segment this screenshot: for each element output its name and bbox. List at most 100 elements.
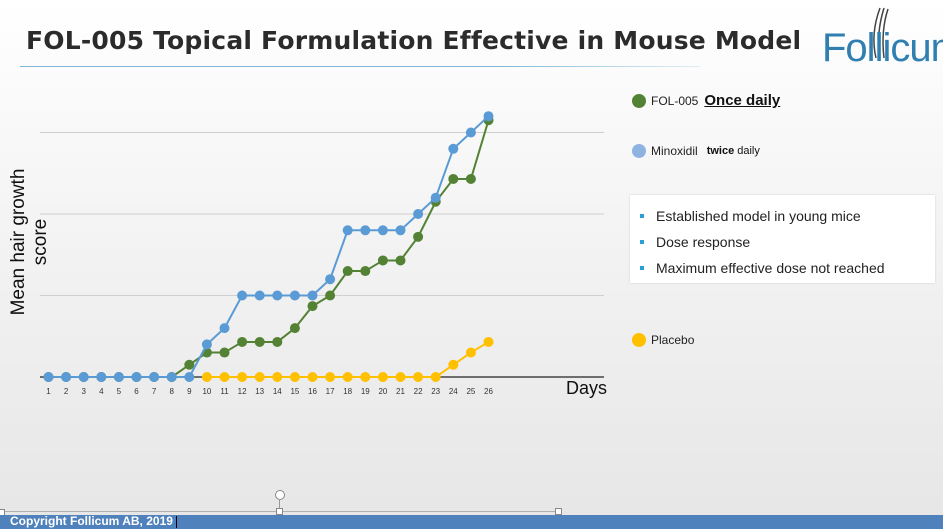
- footer-copyright[interactable]: Copyright Follicum AB, 2019: [10, 514, 173, 528]
- data-point: [184, 359, 195, 370]
- x-tick-label: 5: [117, 387, 122, 396]
- y-axis-label: Mean hair growth score: [8, 168, 51, 316]
- finding-item: Dose response: [640, 229, 935, 255]
- data-point: [483, 336, 494, 347]
- follicum-logo: Follicum: [822, 6, 943, 72]
- legend-placebo: Placebo: [632, 333, 694, 347]
- data-point: [131, 372, 142, 382]
- data-point: [325, 290, 336, 301]
- x-tick-label: 9: [187, 387, 192, 396]
- data-point: [395, 225, 406, 236]
- data-point: [201, 339, 212, 350]
- x-tick-label: 12: [238, 387, 247, 396]
- data-point: [96, 372, 107, 382]
- data-point: [342, 372, 353, 382]
- data-point: [184, 372, 195, 382]
- x-tick-label: 24: [449, 387, 458, 396]
- finding-item: Maximum effective dose not reached: [640, 255, 935, 281]
- x-tick-labels: 1 2 3 4 5 6 7 8 9 10 11 12 13 14 15 16 17 18 19 20 21 22 23 24 2…: [46, 387, 493, 396]
- data-point: [430, 192, 441, 203]
- finding-text: Established model in young mice: [656, 208, 861, 224]
- x-tick-label: 14: [273, 387, 282, 396]
- data-point: [395, 372, 406, 382]
- rotate-handle[interactable]: [275, 490, 285, 500]
- legend-fol005-marker: [632, 93, 646, 108]
- x-tick-label: 6: [134, 387, 139, 396]
- x-tick-label: 23: [431, 387, 440, 396]
- series-line: [206, 341, 490, 378]
- data-point: [360, 266, 371, 277]
- legend-placebo-marker: [632, 333, 646, 347]
- x-tick-label: 21: [396, 387, 405, 396]
- footer-bar: Copyright Follicum AB, 2019: [0, 514, 943, 529]
- x-tick-label: 26: [484, 387, 493, 396]
- data-point: [43, 372, 54, 382]
- logo-hair-strokes: [873, 7, 889, 59]
- data-point: [377, 225, 388, 236]
- series-line: [48, 115, 490, 378]
- data-point: [289, 290, 300, 301]
- legend-fol005-name: FOL-005: [651, 93, 699, 108]
- data-point: [342, 225, 353, 236]
- x-tick-label: 18: [343, 387, 352, 396]
- data-point: [166, 372, 177, 382]
- x-tick-label: 20: [378, 387, 387, 396]
- data-point: [325, 274, 336, 285]
- data-point: [360, 225, 371, 236]
- data-point: [289, 372, 300, 382]
- resize-handle-top[interactable]: [276, 508, 283, 515]
- x-tick-label: 7: [152, 387, 157, 396]
- data-point: [465, 347, 476, 358]
- data-point: [377, 372, 388, 382]
- x-tick-label: 17: [326, 387, 335, 396]
- data-point: [61, 372, 72, 382]
- title-underline: [20, 66, 700, 67]
- data-point: [219, 347, 230, 358]
- x-tick-label: 11: [220, 387, 229, 396]
- data-point: [237, 290, 248, 301]
- x-tick-label: 1: [46, 387, 51, 396]
- finding-text: Dose response: [656, 234, 751, 250]
- data-point: [465, 127, 476, 138]
- x-axis-label: Days: [566, 378, 608, 398]
- data-point: [307, 290, 318, 301]
- chart-gridlines: [40, 132, 604, 296]
- series-placebo: [201, 336, 494, 382]
- x-tick-label: 15: [290, 387, 299, 396]
- legend-minoxidil-marker: [632, 144, 646, 158]
- data-point: [254, 372, 265, 382]
- data-point: [413, 209, 424, 219]
- data-point: [307, 372, 318, 382]
- chart-series: [43, 111, 494, 382]
- legend-fol005: FOL-005 Once daily: [632, 92, 780, 109]
- bullet-icon: [640, 266, 644, 270]
- legend-minoxidil-dosing: daily: [737, 145, 760, 157]
- key-findings-box: Established model in young mice Dose res…: [630, 195, 935, 283]
- legend-minoxidil: Minoxidil twice daily: [632, 144, 760, 158]
- data-point: [342, 266, 353, 277]
- x-tick-label: 4: [99, 387, 104, 396]
- data-point: [325, 372, 336, 382]
- key-findings-list: Established model in young mice Dose res…: [630, 195, 935, 281]
- slide-title: FOL-005 Topical Formulation Effective in…: [26, 26, 802, 55]
- data-point: [377, 255, 388, 266]
- x-tick-label: 13: [255, 387, 264, 396]
- x-tick-label: 3: [81, 387, 86, 396]
- data-point: [430, 372, 441, 382]
- data-point: [307, 301, 318, 312]
- data-point: [448, 143, 459, 154]
- data-point: [254, 336, 265, 347]
- data-point: [219, 372, 230, 382]
- data-point: [272, 336, 283, 347]
- x-tick-label: 25: [466, 387, 475, 396]
- data-point: [448, 173, 459, 184]
- data-point: [78, 372, 89, 382]
- x-tick-label: 16: [308, 387, 317, 396]
- data-point: [113, 372, 124, 382]
- legend-minoxidil-name: Minoxidil: [651, 144, 698, 158]
- resize-handle-right[interactable]: [555, 508, 562, 515]
- data-point: [237, 372, 248, 382]
- x-tick-label: 19: [361, 387, 370, 396]
- data-point: [149, 372, 160, 382]
- x-tick-label: 10: [202, 387, 211, 396]
